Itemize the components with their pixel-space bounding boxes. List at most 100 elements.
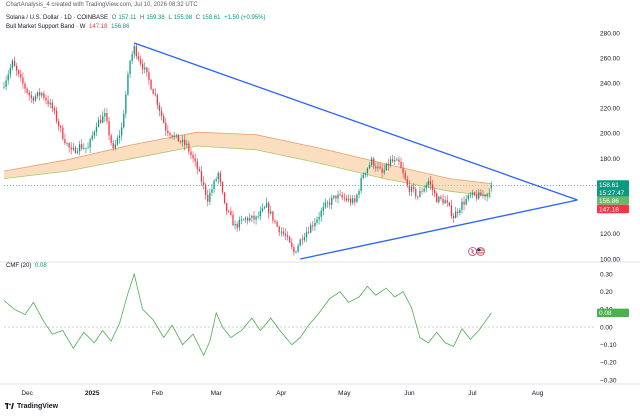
cmf-axis-tick: 0.20 [600, 289, 613, 296]
band-lower-tag: 147.18 [597, 204, 629, 213]
candle-body [396, 159, 398, 161]
candle-body [446, 200, 448, 203]
candle-body [385, 163, 387, 170]
candle-body [53, 108, 56, 111]
candle-body [99, 119, 102, 123]
candle-body [139, 59, 142, 64]
cmf-value: 0.08 [35, 263, 47, 269]
tradingview-brand[interactable]: TradingView [5, 403, 58, 410]
candle-body [43, 93, 45, 98]
high-value: 159.38 [146, 15, 165, 21]
candle-body [219, 172, 222, 183]
candle-body [389, 159, 392, 166]
candle-body [282, 231, 285, 234]
candle-body [345, 198, 348, 201]
candle-body [188, 143, 190, 152]
candle-body [15, 65, 18, 71]
candle-body [322, 206, 324, 211]
candle-body [314, 222, 316, 227]
candle-body [114, 144, 116, 149]
candle-body [232, 214, 234, 226]
candle-body [7, 74, 9, 81]
candle-body [223, 192, 226, 204]
candle-body [280, 231, 282, 233]
band-upper-tag: 156.86 [597, 196, 629, 205]
candle-body [368, 164, 371, 169]
candle-body [217, 172, 219, 180]
candle-body [175, 134, 177, 136]
cmf-line [3, 272, 492, 357]
indicator-name[interactable]: Bull Market Support Band · W [6, 24, 86, 30]
candle-body [234, 224, 236, 226]
candle-body [66, 143, 68, 144]
candle-body [72, 147, 74, 150]
countdown-tag: 15:27:47 [597, 188, 629, 197]
candle-body [415, 188, 417, 197]
candle-body [379, 166, 381, 169]
event-markers-group [468, 247, 485, 256]
candle-body [137, 56, 140, 60]
candle-body [476, 195, 478, 199]
symbol-name[interactable]: Solana / U.S. Dollar · 1D · COINBASE [6, 15, 109, 21]
price-axis-tick: 260.00 [600, 55, 620, 62]
candle-body [427, 181, 429, 186]
change-value: +1.50 (+0.95%) [224, 15, 266, 21]
candle-body [34, 96, 37, 101]
candle-body [425, 185, 427, 189]
candle-body [87, 147, 89, 149]
candle-body [459, 209, 461, 213]
candle-body [76, 151, 79, 153]
candle-body [349, 198, 352, 203]
candle-body [236, 224, 238, 228]
candle-body [356, 194, 358, 202]
candle-body [429, 181, 432, 185]
candle-body [375, 166, 377, 169]
candle-body [165, 122, 167, 131]
band-upper-tag-bg [597, 196, 629, 205]
candle-body [5, 80, 7, 87]
cmf-value-tag-bg [597, 308, 629, 318]
candle-body [32, 97, 35, 101]
candle-body [13, 60, 16, 66]
candle-body [326, 202, 329, 204]
candle-body [412, 186, 415, 189]
band-upper-tag-label: 156.86 [599, 198, 619, 205]
candle-body [207, 194, 209, 202]
candle-body [97, 119, 100, 127]
candle-body [249, 217, 251, 221]
candle-body [440, 196, 442, 199]
candle-body [173, 135, 175, 137]
indicator-value-lower: 147.18 [89, 24, 108, 30]
candle-body [68, 143, 70, 148]
candle-body [417, 196, 419, 198]
candle-body [104, 112, 106, 117]
candle-body [257, 216, 259, 218]
candle-body [331, 197, 333, 205]
time-axis-tick: May [338, 390, 351, 397]
candle-body [486, 194, 488, 197]
candle-body [455, 211, 457, 218]
candle-body [387, 163, 390, 166]
close-value: 158.61 [202, 15, 221, 21]
price-axis-tick: 200.00 [600, 131, 620, 138]
candle-body [144, 67, 146, 70]
candle-body [181, 139, 184, 143]
cmf-axis-tick: −0.10 [600, 342, 617, 349]
cmf-axis-tick: −0.20 [600, 360, 617, 367]
candle-body [341, 194, 343, 198]
candle-body [463, 201, 465, 205]
candle-body [171, 135, 173, 137]
cmf-name[interactable]: CMF (20) [6, 263, 32, 269]
candle-body [141, 63, 144, 70]
candle-body [18, 70, 20, 75]
candle-body [55, 110, 58, 122]
candle-body [81, 144, 83, 149]
candle-body [461, 201, 463, 210]
candle-body [339, 194, 341, 196]
time-axis-tick: Dec [21, 390, 33, 397]
price-axis-tick: 120.00 [600, 231, 620, 238]
candle-body [3, 86, 5, 88]
candle-body [444, 200, 446, 204]
candle-body [263, 207, 266, 209]
